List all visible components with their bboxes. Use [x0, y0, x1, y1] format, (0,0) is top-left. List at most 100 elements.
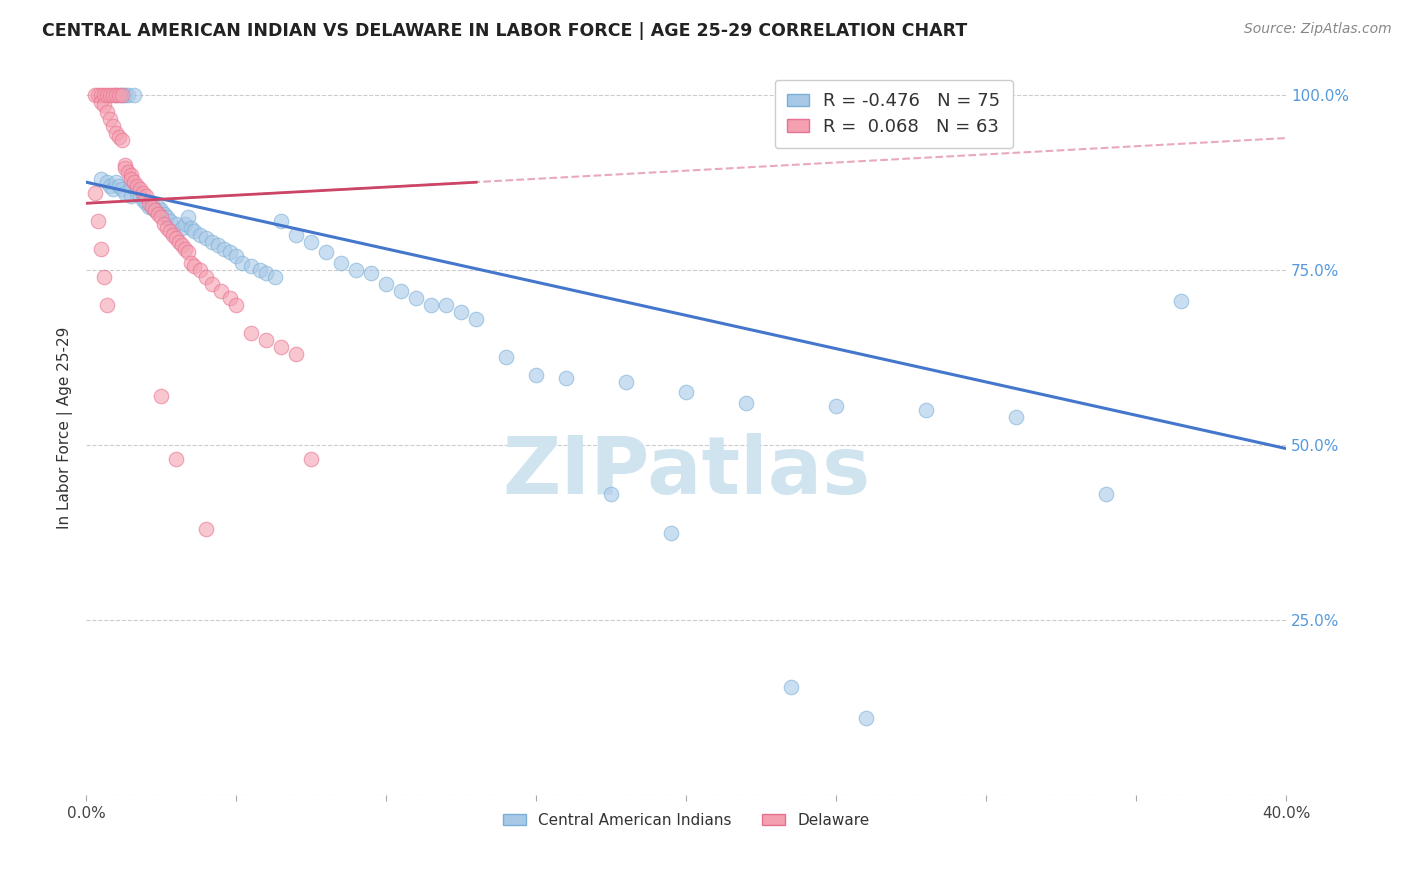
- Point: [93, 98, 115, 112]
- Point: [172, 238, 194, 252]
- Point: [132, 193, 155, 207]
- Point: [207, 238, 229, 252]
- Point: [159, 214, 181, 228]
- Point: [148, 200, 170, 214]
- Point: [180, 220, 202, 235]
- Point: [254, 266, 277, 280]
- Point: [117, 165, 139, 179]
- Point: [105, 87, 128, 102]
- Point: [555, 371, 578, 385]
- Point: [201, 277, 224, 291]
- Point: [225, 298, 247, 312]
- Point: [90, 95, 112, 109]
- Point: [188, 227, 211, 242]
- Point: [114, 186, 136, 200]
- Point: [375, 277, 398, 291]
- Point: [172, 220, 194, 235]
- Text: Source: ZipAtlas.com: Source: ZipAtlas.com: [1244, 22, 1392, 37]
- Point: [162, 227, 184, 242]
- Point: [114, 158, 136, 172]
- Point: [735, 396, 758, 410]
- Point: [225, 249, 247, 263]
- Point: [111, 133, 134, 147]
- Point: [98, 112, 121, 127]
- Point: [90, 171, 112, 186]
- Point: [270, 340, 292, 354]
- Point: [174, 242, 197, 256]
- Point: [90, 242, 112, 256]
- Point: [108, 178, 131, 193]
- Point: [103, 182, 125, 196]
- Point: [177, 211, 200, 225]
- Point: [240, 326, 263, 340]
- Point: [114, 87, 136, 102]
- Point: [150, 203, 173, 218]
- Point: [114, 161, 136, 176]
- Point: [231, 256, 253, 270]
- Point: [117, 87, 139, 102]
- Point: [135, 189, 157, 203]
- Point: [450, 305, 472, 319]
- Point: [93, 269, 115, 284]
- Point: [143, 203, 166, 218]
- Point: [169, 235, 191, 249]
- Point: [1005, 409, 1028, 424]
- Point: [120, 168, 142, 182]
- Point: [96, 87, 118, 102]
- Point: [201, 235, 224, 249]
- Point: [344, 262, 367, 277]
- Point: [465, 311, 488, 326]
- Point: [111, 182, 134, 196]
- Point: [177, 245, 200, 260]
- Point: [156, 220, 179, 235]
- Point: [195, 522, 218, 536]
- Point: [285, 347, 308, 361]
- Point: [156, 211, 179, 225]
- Point: [659, 525, 682, 540]
- Point: [524, 368, 547, 382]
- Point: [84, 87, 107, 102]
- Point: [165, 231, 187, 245]
- Point: [254, 333, 277, 347]
- Point: [219, 291, 242, 305]
- Point: [127, 186, 149, 200]
- Point: [183, 260, 205, 274]
- Point: [148, 207, 170, 221]
- Point: [855, 711, 877, 725]
- Point: [183, 224, 205, 238]
- Point: [915, 403, 938, 417]
- Point: [111, 87, 134, 102]
- Point: [87, 87, 110, 102]
- Point: [150, 389, 173, 403]
- Text: ZIPatlas: ZIPatlas: [502, 433, 870, 510]
- Point: [143, 203, 166, 218]
- Point: [1095, 487, 1118, 501]
- Point: [127, 178, 149, 193]
- Point: [825, 400, 848, 414]
- Point: [96, 175, 118, 189]
- Point: [153, 217, 176, 231]
- Point: [141, 196, 163, 211]
- Point: [108, 129, 131, 144]
- Point: [129, 189, 152, 203]
- Point: [120, 189, 142, 203]
- Point: [270, 214, 292, 228]
- Point: [150, 211, 173, 225]
- Point: [105, 126, 128, 140]
- Point: [153, 207, 176, 221]
- Point: [420, 298, 443, 312]
- Point: [195, 269, 218, 284]
- Point: [299, 452, 322, 467]
- Point: [360, 266, 382, 280]
- Point: [675, 385, 697, 400]
- Point: [129, 182, 152, 196]
- Point: [240, 260, 263, 274]
- Point: [105, 175, 128, 189]
- Point: [120, 171, 142, 186]
- Point: [84, 186, 107, 200]
- Point: [124, 87, 146, 102]
- Point: [180, 256, 202, 270]
- Point: [93, 87, 115, 102]
- Point: [434, 298, 457, 312]
- Point: [1170, 294, 1192, 309]
